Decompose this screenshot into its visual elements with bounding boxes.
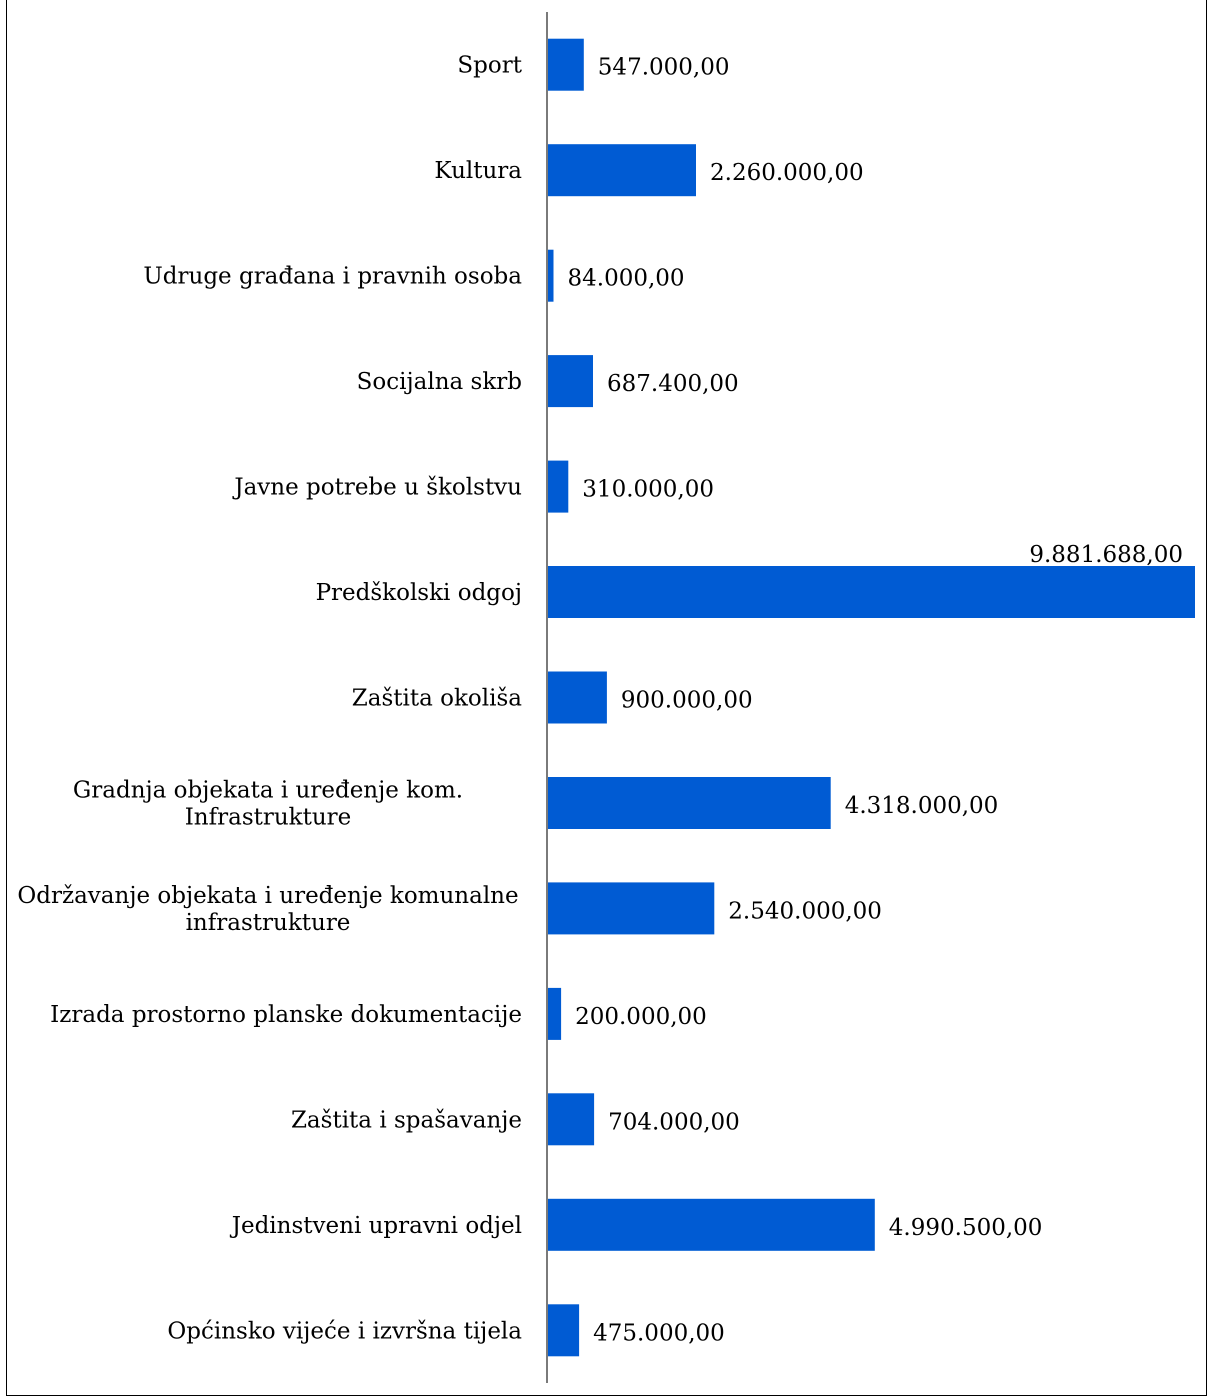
bar-7 [548,671,607,724]
bar-4 [548,355,593,408]
bar-8 [548,777,831,829]
bar-1 [548,38,584,91]
value-label: 2.540.000,00 [728,898,882,924]
category-label: Kultura [434,158,522,184]
bar-11 [548,1093,595,1146]
value-label: 475.000,00 [593,1320,725,1346]
category-label: Zaštita okoliša [352,686,523,712]
category-label: Gradnja objekata i uređenje kom. Infrastr… [73,778,463,831]
bar-3 [548,249,554,302]
bar-5 [548,460,569,513]
value-label: 704.000,00 [608,1109,740,1135]
bar-9 [548,882,715,935]
category-label-line: Infrastrukture [185,805,352,831]
value-label: 900.000,00 [621,688,753,714]
category-label: Jedinstveni upravni odjel [230,1213,522,1239]
category-label: Općinsko vijeće i izvršna tijela [167,1318,522,1344]
bar-6 [548,566,1195,618]
value-label: 547.000,00 [598,55,730,81]
value-labels-group: 547.000,00 2.260.000,00 84.000,00 687.400,0… [568,55,1184,1347]
category-label: Sport [457,53,522,79]
category-label-line: Gradnja objekata i uređenje kom. [73,778,463,804]
value-label: 84.000,00 [568,266,685,292]
bar-12 [548,1198,875,1251]
value-label: 687.400,00 [607,371,739,397]
value-label: 2.260.000,00 [710,160,864,186]
category-label: Javne potrebe u školstvu [232,475,522,501]
category-label: Zaštita i spašavanje [291,1107,522,1133]
category-label: Socijalna skrb [357,369,522,395]
category-label-line: infrastrukture [186,910,351,936]
category-label: Predškolski odgoj [316,580,522,606]
value-label: 4.990.500,00 [889,1215,1043,1241]
bar-2 [548,144,696,197]
category-label: Održavanje objekata i uređenje komunalne… [17,883,518,936]
category-labels-group: Sport Kultura Udruge građana i pravnih oso… [17,53,522,1345]
bars-group [548,38,1195,1357]
value-label: 4.318.000,00 [845,793,999,819]
category-label-line: Održavanje objekata i uređenje komunalne [17,883,518,909]
category-label: Udruge građana i pravnih osoba [143,264,522,290]
bar-13 [548,1304,580,1357]
value-label: 200.000,00 [575,1004,707,1030]
value-label: 9.881.688,00 [1029,542,1183,568]
category-label: Izrada prostorno planske dokumentacije [50,1002,522,1028]
value-label: 310.000,00 [582,477,714,503]
bar-10 [548,987,562,1040]
